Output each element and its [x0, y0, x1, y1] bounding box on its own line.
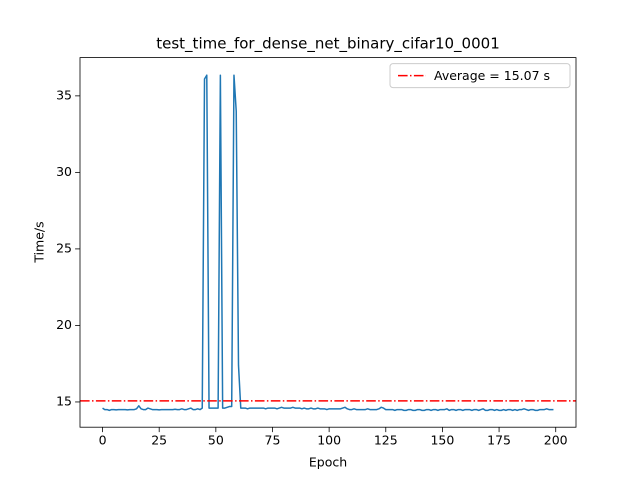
x-tick-label: 125: [374, 433, 398, 448]
x-tick-label: 50: [208, 433, 224, 448]
x-tick-label: 175: [487, 433, 511, 448]
y-tick-label: 30: [56, 164, 72, 179]
x-tick-label: 75: [265, 433, 281, 448]
x-tick-label: 200: [544, 433, 568, 448]
x-tick-label: 0: [99, 433, 107, 448]
plot-frame: [79, 57, 577, 428]
y-tick-label: 20: [56, 317, 72, 332]
legend-label: Average = 15.07 s: [434, 68, 550, 83]
legend-box: [389, 63, 571, 89]
x-tick-label: 150: [430, 433, 454, 448]
y-tick-label: 25: [56, 240, 72, 255]
data-line: [102, 74, 554, 412]
x-tick-label: 25: [151, 433, 167, 448]
x-tick-label: 100: [317, 433, 341, 448]
y-tick-label: 15: [56, 393, 72, 408]
y-tick-label: 35: [56, 87, 72, 102]
x-axis-label: Epoch: [309, 455, 347, 470]
y-axis-label: Time/s: [32, 221, 47, 263]
chart-title: test_time_for_dense_net_binary_cifar10_0…: [156, 35, 499, 54]
